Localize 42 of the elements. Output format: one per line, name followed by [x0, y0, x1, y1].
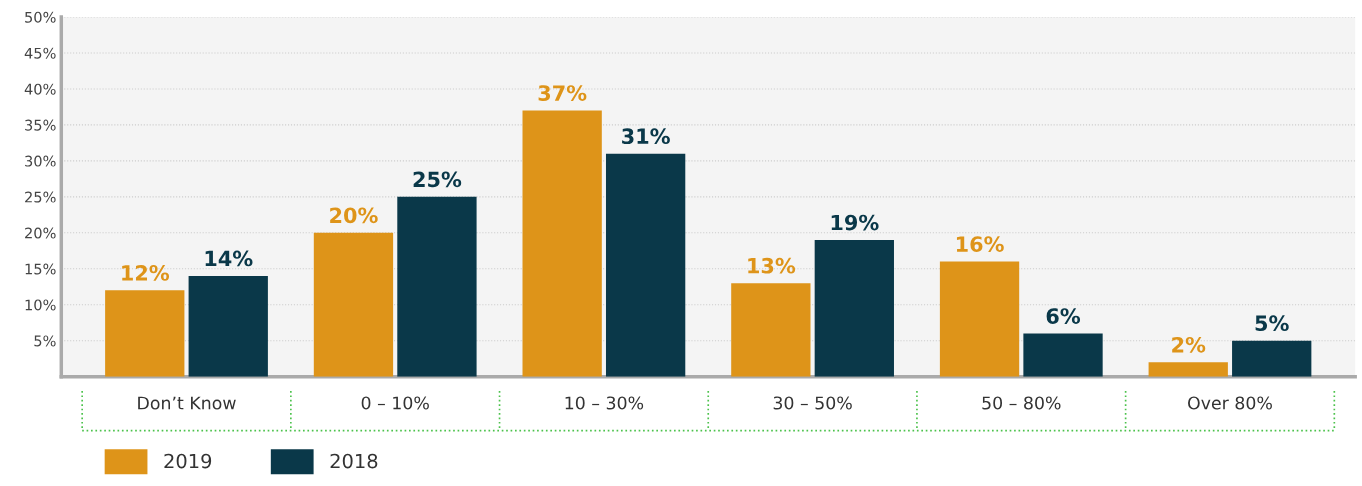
y-tick-label: 10%: [25, 299, 56, 311]
data-label: 20%: [330, 207, 378, 224]
y-tick-label: 15%: [25, 263, 56, 275]
data-label: 12%: [122, 264, 170, 281]
legend-label: 2018: [330, 453, 378, 469]
y-tick-label: 35%: [25, 119, 56, 131]
data-label: 14%: [205, 250, 253, 267]
y-tick-label: 30%: [25, 155, 56, 167]
bar: [105, 290, 185, 377]
data-label: 37%: [538, 85, 587, 101]
legend-label: 2019: [164, 453, 212, 469]
y-tick-label: 20%: [25, 227, 56, 239]
bar: [1232, 340, 1312, 377]
data-label: 6%: [1046, 308, 1081, 324]
data-label: 16%: [956, 236, 1004, 252]
y-tick-label: 50%: [25, 11, 56, 23]
data-label: 31%: [622, 128, 670, 145]
x-tick-label: 50 – 80%: [982, 396, 1061, 410]
y-tick-label: 40%: [24, 83, 56, 95]
x-tick-label: Don’t Know: [138, 396, 236, 410]
x-tick-label: 10 – 30%: [565, 396, 644, 410]
data-label: 2%: [1172, 336, 1206, 353]
bar: [522, 110, 602, 377]
x-tick-label: 0 – 10%: [361, 396, 429, 410]
x-tick-label: 30 – 50%: [773, 396, 852, 410]
data-label: 13%: [748, 257, 796, 274]
x-tick-label: Over 80%: [1188, 396, 1272, 410]
data-label: 5%: [1255, 315, 1289, 332]
bar: [605, 153, 686, 377]
y-tick-label: 45%: [24, 47, 56, 59]
bar: [188, 275, 268, 377]
data-label: 25%: [413, 171, 462, 188]
bar: [939, 261, 1020, 377]
y-tick-label: 25%: [25, 191, 56, 203]
bar: [1023, 333, 1103, 377]
bar: [1148, 362, 1228, 377]
bar: [313, 232, 394, 377]
bar: [814, 239, 894, 377]
y-tick-label: 5%: [34, 335, 56, 347]
bar: [397, 196, 477, 377]
bar: [731, 283, 811, 377]
data-label: 19%: [831, 214, 879, 231]
